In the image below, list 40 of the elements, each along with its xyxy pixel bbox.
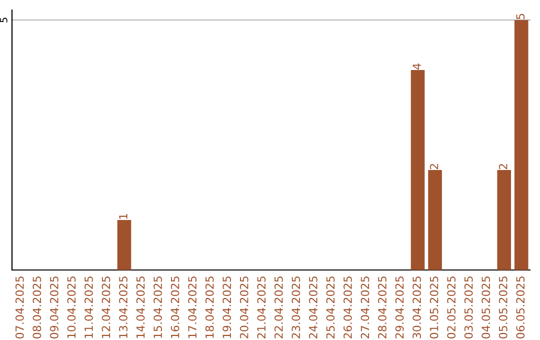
x-tick-label: 01.05.2025 (430, 276, 438, 338)
x-tick-label: 15.04.2025 (154, 276, 162, 338)
data-label: 2 (498, 164, 508, 170)
data-label: 2 (430, 164, 438, 170)
x-tick-label: 14.04.2025 (136, 276, 145, 338)
x-tick-label: 30.04.2025 (412, 276, 421, 338)
data-label: 1 (119, 214, 128, 219)
x-tick-label: 17.04.2025 (188, 276, 197, 338)
x-tick-label: 08.04.2025 (32, 276, 42, 338)
x-tick-label: 06.05.2025 (516, 276, 525, 338)
x-tick-label: 18.04.2025 (205, 276, 214, 338)
x-tick-label: 02.05.2025 (447, 276, 456, 338)
data-label: 4 (412, 64, 421, 70)
x-tick-label: 04.05.2025 (482, 276, 490, 338)
bar (410, 70, 425, 270)
x-tick-label: 26.04.2025 (344, 276, 352, 338)
bar (497, 170, 512, 270)
x-tick-label: 24.04.2025 (308, 276, 318, 338)
x-tick-label: 28.04.2025 (378, 276, 386, 338)
x-tick-label: 07.04.2025 (15, 276, 24, 338)
x-tick-label: 25.04.2025 (326, 276, 335, 338)
x-tick-label: 12.04.2025 (102, 276, 110, 338)
x-tick-label: 13.04.2025 (119, 276, 128, 338)
x-tick-label: 27.04.2025 (360, 276, 370, 338)
x-tick-label: 29.04.2025 (395, 276, 404, 338)
x-tick-label: 11.04.2025 (84, 276, 93, 338)
bar (514, 20, 528, 270)
x-tick-label: 16.04.2025 (170, 276, 180, 338)
x-tick-label: 21.04.2025 (257, 276, 266, 338)
x-tick-label: 19.04.2025 (222, 276, 232, 338)
x-tick-label: 10.04.2025 (67, 276, 76, 338)
x-tick-label: 23.04.2025 (292, 276, 300, 338)
x-tick-label: 09.04.2025 (50, 276, 58, 338)
x-tick-label: 22.04.2025 (274, 276, 283, 338)
x-tick-label: 20.04.2025 (240, 276, 248, 338)
x-tick-label: 03.05.2025 (464, 276, 473, 338)
bar (117, 220, 132, 270)
x-tick-label: 05.05.2025 (498, 276, 508, 338)
data-label: 5 (516, 14, 525, 20)
bar (428, 170, 442, 270)
